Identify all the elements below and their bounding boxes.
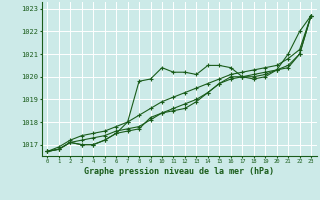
X-axis label: Graphe pression niveau de la mer (hPa): Graphe pression niveau de la mer (hPa)	[84, 167, 274, 176]
